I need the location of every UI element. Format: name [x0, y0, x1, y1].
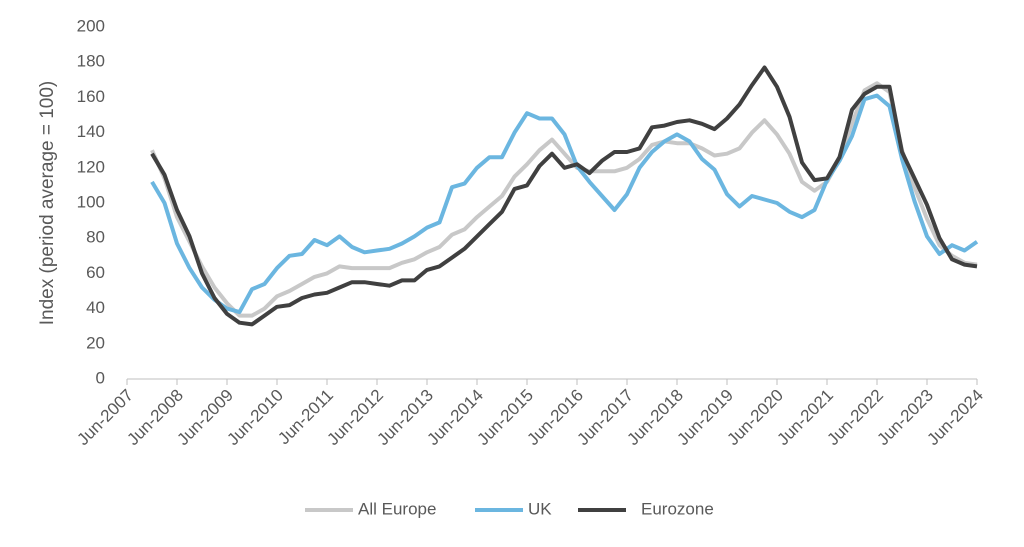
y-tick-label: 200: [77, 16, 105, 35]
legend-label: All Europe: [358, 499, 436, 518]
series-line: [150, 65, 978, 327]
y-tick-label: 160: [77, 87, 105, 106]
y-tick-label: 80: [86, 228, 105, 247]
legend-label: Eurozone: [641, 499, 714, 518]
y-tick-label: 60: [86, 263, 105, 282]
y-tick-label: 0: [96, 368, 105, 387]
series-line: [150, 81, 978, 318]
series-line: [150, 93, 979, 315]
y-tick-label: 20: [86, 333, 105, 352]
y-tick-label: 120: [77, 157, 105, 176]
y-tick-label: 100: [77, 192, 105, 211]
y-axis-label: Index (period average = 100): [37, 81, 58, 326]
y-tick-label: 180: [77, 52, 105, 71]
y-tick-label: 40: [86, 298, 105, 317]
legend-label: UK: [528, 499, 552, 518]
y-tick-label: 140: [77, 122, 105, 141]
